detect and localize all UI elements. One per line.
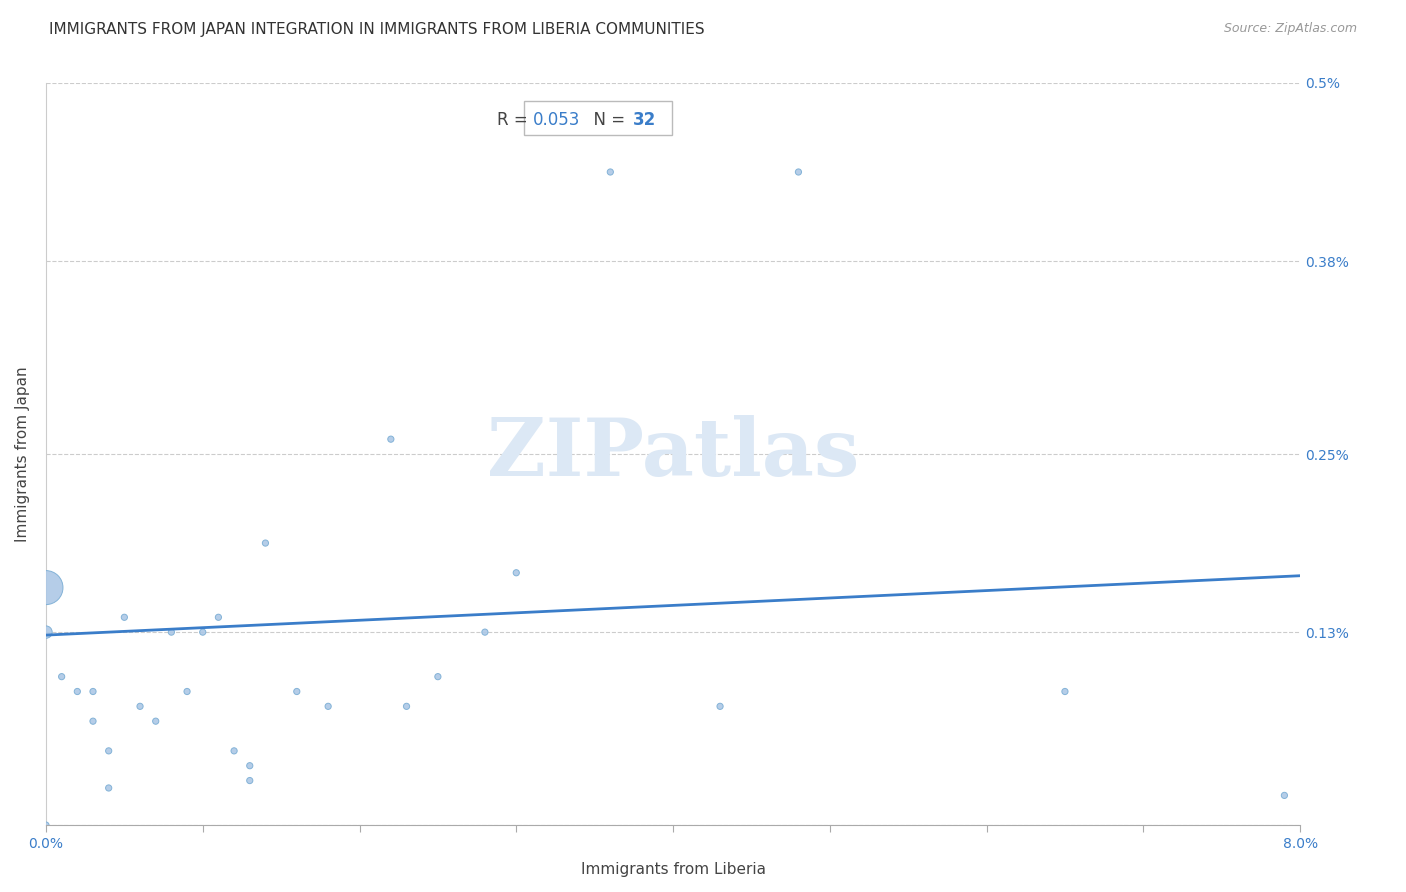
Point: [176, 684, 198, 698]
Point: [97, 780, 120, 795]
Text: 32: 32: [633, 112, 657, 129]
Point: [316, 699, 339, 714]
Point: [207, 610, 229, 624]
Point: [1274, 789, 1296, 803]
Point: [35, 581, 58, 595]
Point: [474, 625, 496, 640]
Y-axis label: Immigrants from Japan: Immigrants from Japan: [15, 367, 30, 541]
Point: [239, 773, 262, 788]
X-axis label: Immigrants from Liberia: Immigrants from Liberia: [581, 862, 765, 877]
Point: [426, 670, 449, 684]
Point: [599, 165, 621, 179]
Point: [145, 714, 167, 729]
Point: [35, 818, 58, 832]
Point: [129, 699, 152, 714]
Point: [112, 610, 135, 624]
Text: Source: ZipAtlas.com: Source: ZipAtlas.com: [1223, 22, 1357, 36]
Point: [709, 699, 731, 714]
Point: [35, 625, 58, 640]
Point: [1053, 684, 1076, 698]
Text: N =: N =: [582, 112, 630, 129]
Point: [505, 566, 527, 580]
Point: [380, 432, 402, 446]
Point: [51, 670, 73, 684]
Point: [97, 744, 120, 758]
Text: IMMIGRANTS FROM JAPAN INTEGRATION IN IMMIGRANTS FROM LIBERIA COMMUNITIES: IMMIGRANTS FROM JAPAN INTEGRATION IN IMM…: [49, 22, 704, 37]
Point: [82, 714, 104, 729]
Point: [787, 165, 810, 179]
Point: [285, 684, 308, 698]
Point: [66, 684, 89, 698]
Text: 0.053: 0.053: [533, 112, 579, 129]
Text: ZIPatlas: ZIPatlas: [486, 415, 859, 493]
Point: [254, 536, 277, 550]
Point: [239, 758, 262, 772]
Point: [160, 625, 183, 640]
Point: [82, 684, 104, 698]
Point: [222, 744, 245, 758]
Point: [191, 625, 214, 640]
Point: [395, 699, 418, 714]
Text: R =: R =: [498, 112, 533, 129]
